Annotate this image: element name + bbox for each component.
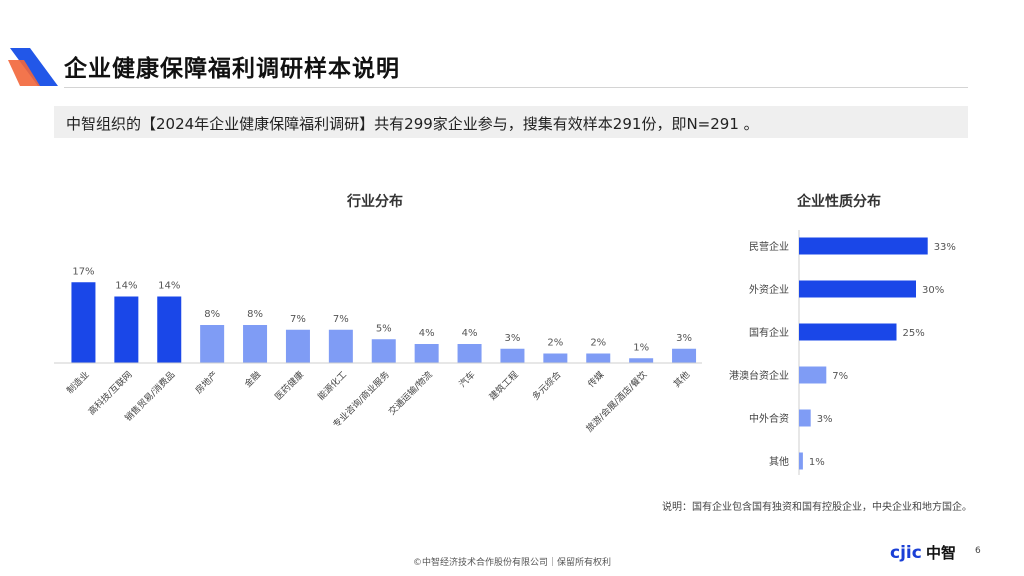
industry-value-label: 8% [247,309,263,320]
svg-text:cjic: cjic [890,543,922,563]
industry-value-label: 8% [204,309,220,320]
industry-bar [629,358,654,363]
industry-bar [157,296,182,363]
industry-value-label: 14% [158,281,180,292]
industry-value-label: 1% [633,342,649,353]
page-number: 6 [975,546,981,556]
industry-category-label: 高科技/互联网 [86,369,135,418]
industry-value-label: 7% [290,314,306,325]
nature-bar [799,323,897,341]
nature-bar-chart: 民营企业 33% 外资企业 30% 国有企业 25% 港澳台资企业 7% 中外合资 3% 其他 1% [729,230,956,475]
nature-value-label: 1% [809,457,825,468]
industry-bar [586,353,611,363]
nature-category-label: 民营企业 [749,240,789,253]
industry-value-label: 5% [376,323,392,334]
corner-logo-shape [8,48,58,86]
industry-category-label: 金融 [242,369,263,390]
industry-value-label: 2% [547,338,563,349]
nature-category-label: 国有企业 [749,326,789,339]
nature-bar [799,452,803,470]
nature-value-label: 33% [934,242,956,253]
industry-bar [200,325,225,363]
industry-bar [414,344,439,363]
nature-bar [799,280,916,298]
industry-bar [457,344,482,363]
nature-category-label: 其他 [769,455,789,468]
industry-bar [243,325,268,363]
nature-chart-title: 企业性质分布 [797,194,881,210]
nature-bar [799,366,827,384]
nature-value-label: 3% [817,414,833,425]
company-logo: cjic 中智 [890,543,956,563]
industry-bar [543,353,568,363]
nature-category-label: 中外合资 [749,412,789,425]
nature-category-label: 港澳台资企业 [729,369,789,382]
industry-bar [71,282,96,363]
industry-category-label: 传媒 [585,369,606,390]
industry-bar [500,348,525,363]
industry-value-label: 4% [462,328,478,339]
nature-value-label: 30% [922,285,944,296]
copyright-footer: ©中智经济技术合作股份有限公司｜保留所有权利 [412,558,611,568]
industry-category-label: 汽车 [456,369,477,390]
industry-bar-chart: 17%制造业14%高科技/互联网14%销售贸易/消费品8%房地产8%金融7%医药… [54,266,702,434]
industry-category-label: 医药健康 [272,369,306,403]
summary-banner-text: 中智组织的【2024年企业健康保障福利调研】共有299家企业参与，搜集有效样本2… [66,115,759,133]
industry-value-label: 17% [72,266,94,277]
industry-category-label: 交通运输/物流 [386,369,435,418]
industry-category-label: 能源化工 [315,369,349,403]
nature-value-label: 7% [832,371,848,382]
page-title: 企业健康保障福利调研样本说明 [64,56,400,82]
industry-value-label: 3% [505,333,521,344]
industry-chart-title: 行业分布 [347,194,403,210]
industry-value-label: 3% [676,333,692,344]
industry-bar [114,296,139,363]
svg-text:中智: 中智 [926,544,956,562]
industry-category-label: 房地产 [193,369,221,397]
industry-value-label: 7% [333,314,349,325]
industry-category-label: 其他 [671,369,692,390]
industry-value-label: 14% [115,281,137,292]
industry-bar [672,348,697,363]
industry-value-label: 4% [419,328,435,339]
industry-value-label: 2% [590,338,606,349]
industry-bar [371,339,396,363]
title-divider [64,87,968,88]
footnote: 说明：国有企业包含国有独资和国有控股企业，中央企业和地方国企。 [662,502,972,513]
industry-category-label: 多元综合 [530,369,564,403]
industry-bar [328,329,353,363]
industry-category-label: 制造业 [64,369,92,397]
nature-bar [799,409,811,427]
industry-bar [285,329,310,363]
summary-banner: 中智组织的【2024年企业健康保障福利调研】共有299家企业参与，搜集有效样本2… [54,106,968,138]
nature-value-label: 25% [903,328,925,339]
nature-category-label: 外资企业 [749,283,789,296]
industry-category-label: 建筑工程 [487,369,521,403]
nature-bar [799,237,928,255]
